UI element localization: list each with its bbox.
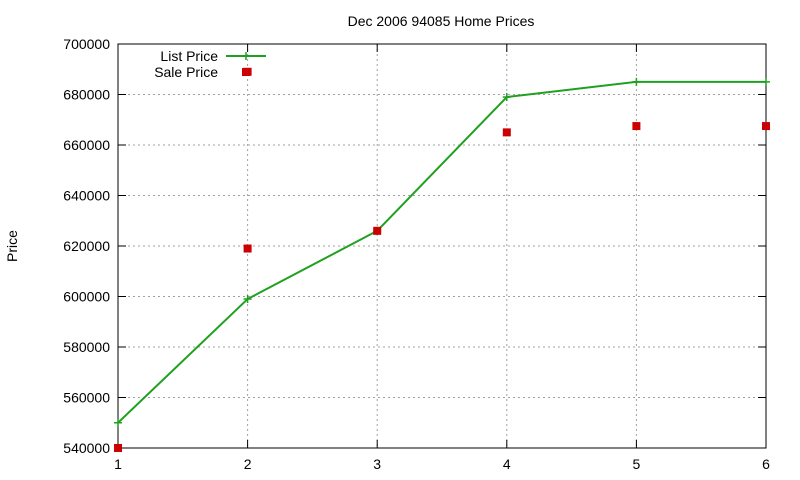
sale-price-point [114,444,122,452]
x-tick-label: 1 [114,456,122,472]
y-tick-label: 620000 [63,238,110,254]
list-price-point [114,418,122,427]
sale-price-point [762,122,770,131]
sale-price-point [373,226,382,235]
x-tick-label: 4 [503,456,511,472]
y-tick-label: 600000 [63,289,110,305]
tick-labels: 540000 560000 580000 600000 620000 640000 6600… [63,36,770,472]
y-tick-label: 560000 [63,390,110,406]
y-tick-label: 540000 [63,440,110,456]
sale-price-point [243,244,252,253]
sale-price-point [632,122,641,131]
y-tick-label: 640000 [63,188,110,204]
list-price-point [502,93,511,102]
y-tick-label: 700000 [63,36,110,52]
x-tick-label: 3 [373,456,381,472]
plot-frame [117,43,767,449]
y-tick-label: 580000 [63,339,110,355]
y-tick-label: 680000 [63,87,110,103]
x-tick-label: 6 [762,456,770,472]
legend-label: Sale Price [154,64,218,80]
legend-plus-swatch [242,52,250,60]
list-price-point [762,77,770,86]
list-price-line [117,80,766,424]
x-tick-label: 2 [244,456,252,472]
y-axis-label: Price [4,230,20,262]
grid-lines [118,44,766,448]
legend-label: List Price [160,48,218,64]
chart-title: Dec 2006 94085 Home Prices [348,13,535,29]
list-price-point [243,295,252,304]
x-tick-label: 5 [633,456,641,472]
list-price-point [632,77,641,86]
y-tick-label: 660000 [63,137,110,153]
sale-price-point [502,128,511,137]
legend-square-swatch [242,68,250,76]
